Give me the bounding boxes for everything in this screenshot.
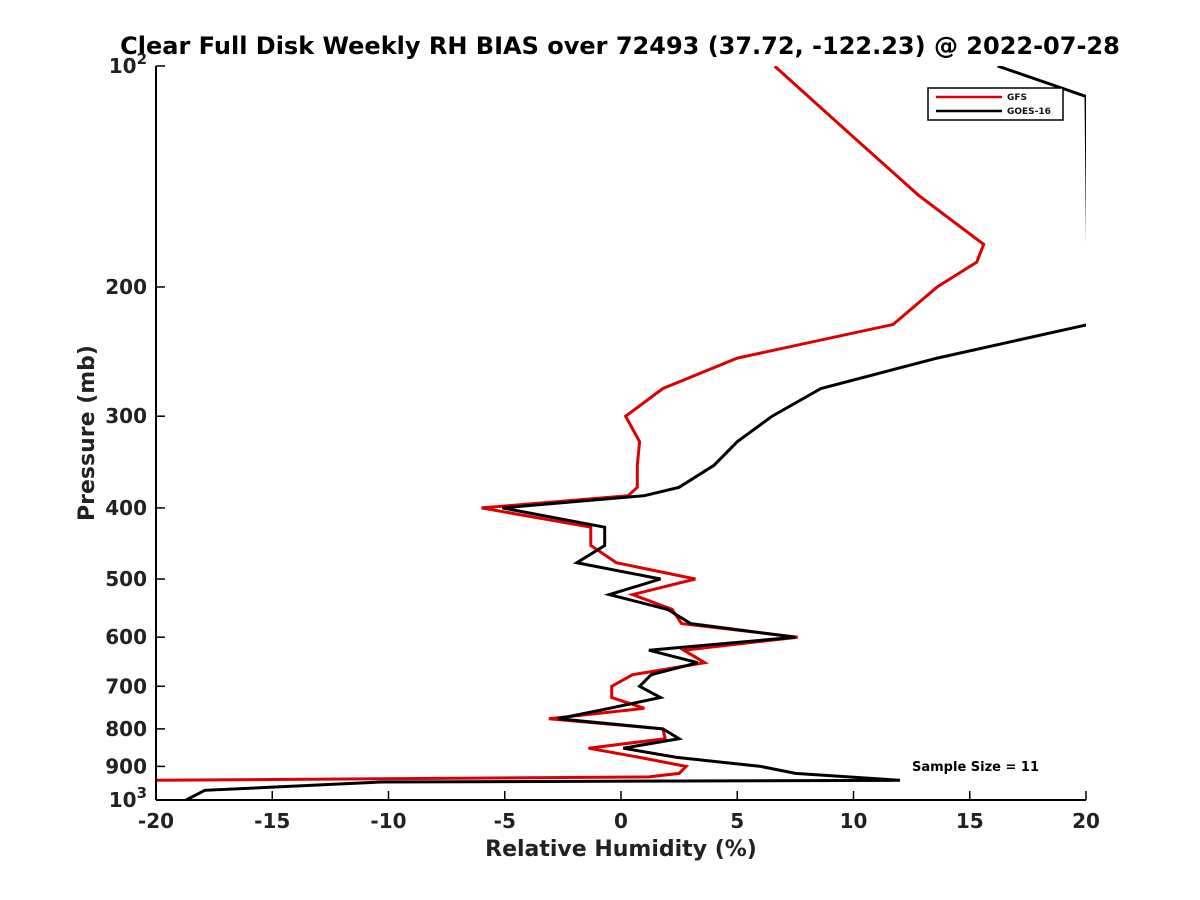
y-tick-label: 400 <box>105 496 147 520</box>
legend-box <box>927 87 1064 121</box>
x-tick-label: -15 <box>254 809 290 833</box>
y-tick-label: 500 <box>105 567 147 591</box>
y-tick-label: 700 <box>105 674 147 698</box>
x-axis-title: Relative Humidity (%) <box>485 837 757 862</box>
series-line-goes-16 <box>185 66 1086 800</box>
x-tick-label: 20 <box>1072 809 1100 833</box>
y-tick-label: 200 <box>105 275 147 299</box>
y-axis-ticks: 102 200 300 400 500 600 700 800 900 103 <box>105 50 165 812</box>
y-tick-label: 600 <box>105 625 147 649</box>
series-layer <box>156 66 1086 800</box>
x-tick-label: 5 <box>730 809 744 833</box>
y-tick-label: 900 <box>105 754 147 778</box>
x-axis-ticks: -20 -15 -10 -5 0 5 10 15 20 <box>138 791 1100 833</box>
x-tick-label: -5 <box>494 809 516 833</box>
x-tick-label: 10 <box>840 809 868 833</box>
legend-label-goes-16: GOES-16 <box>1007 107 1051 117</box>
y-axis-title: Pressure (mb) <box>75 345 100 521</box>
y-tick-label: 800 <box>105 717 147 741</box>
series-line-gfs <box>156 66 986 782</box>
y-tick-label: 300 <box>105 404 147 428</box>
sample-size-annotation: Sample Size = 11 <box>912 760 1039 775</box>
x-tick-label: 0 <box>614 809 628 833</box>
y-tick-label: 102 <box>109 50 147 78</box>
x-tick-label: -20 <box>138 809 174 833</box>
y-tick-label: 103 <box>109 784 147 812</box>
legend-label-gfs: GFS <box>1007 93 1027 103</box>
x-tick-label: -10 <box>370 809 406 833</box>
legend: GFS GOES-16 <box>927 87 1064 121</box>
x-tick-label: 15 <box>956 809 984 833</box>
chart-title: Clear Full Disk Weekly RH BIAS over 7249… <box>120 32 1120 60</box>
